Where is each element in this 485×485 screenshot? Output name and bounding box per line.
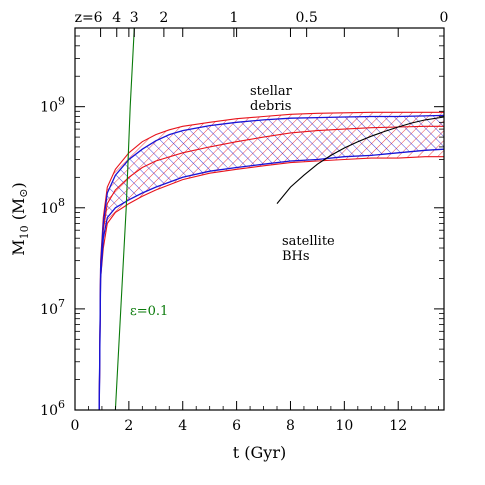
y-tick-label: 106 — [40, 398, 65, 419]
x-axis-label: t (Gyr) — [233, 443, 286, 462]
stellar-debris-label: stellar — [250, 84, 293, 99]
x-tick-label: 10 — [335, 418, 353, 434]
x-tick-label: 6 — [232, 418, 241, 434]
x-tick-label: 12 — [389, 418, 407, 434]
x-tick-label: 4 — [178, 418, 187, 434]
satellite-bhs-label: BHs — [282, 249, 310, 264]
x-tick-label: 2 — [124, 418, 133, 434]
z-tick-label: 2 — [159, 10, 168, 26]
satellite-bh-line — [276, 116, 444, 204]
z-tick-label: 1 — [229, 10, 238, 26]
red-median-line — [98, 125, 444, 410]
x-tick-label: 0 — [71, 418, 80, 434]
blue-band-upper-line — [98, 114, 444, 410]
z-tick-label: 4 — [112, 10, 121, 26]
z-tick-label: z=6 — [75, 10, 103, 26]
satellite-bhs-label: satellite — [282, 234, 335, 249]
blue-band-fill — [99, 115, 444, 410]
z-tick-label: 0.5 — [296, 10, 318, 26]
z-tick-label: 0 — [440, 10, 449, 26]
y-tick-label: 108 — [40, 196, 65, 217]
y-tick-label: 107 — [40, 297, 65, 318]
y-axis-label: M10 (M⊙) — [9, 182, 31, 256]
blue-band-lower-line — [98, 148, 444, 410]
stellar-debris-label: debris — [250, 99, 291, 114]
plot-frame — [74, 27, 445, 411]
y-tick-label: 109 — [40, 95, 65, 116]
z-tick-label: 3 — [130, 10, 139, 26]
red-band-upper-line — [98, 111, 444, 410]
epsilon-line — [114, 28, 135, 410]
red-band-lower-line — [98, 156, 444, 410]
x-tick-label: 8 — [286, 418, 295, 434]
epsilon-label: ε=0.1 — [130, 304, 168, 319]
